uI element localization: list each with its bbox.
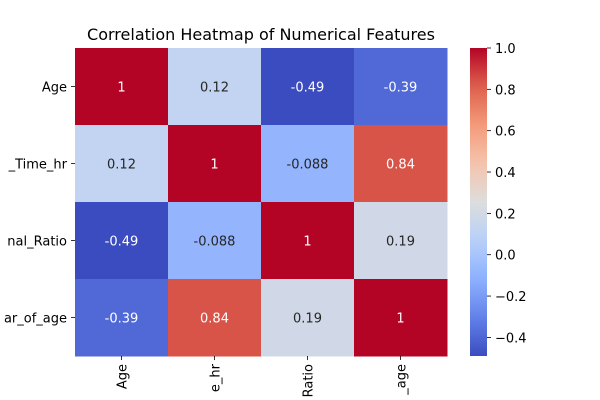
x-tick-label: e_hr	[209, 363, 224, 392]
heatmap-cell	[261, 279, 355, 357]
heatmap-cell	[75, 125, 169, 203]
cell-annotation: -0.49	[291, 81, 325, 96]
cell-annotation: 0.12	[107, 158, 136, 173]
y-tick-label: _Time_hr	[8, 158, 68, 173]
cell-annotation: -0.49	[105, 235, 139, 250]
cell-annotation: 1	[303, 235, 311, 250]
y-tick-label: ar_of_age	[4, 312, 67, 327]
cell-annotation: -0.39	[384, 81, 418, 96]
y-axis-labels: Age _Time_hr nal_Ratio ar_of_age	[4, 81, 75, 327]
heatmap-cell	[354, 202, 448, 280]
heatmap-cell	[261, 125, 355, 203]
colorbar: −0.4 −0.2 0.0 0.2 0.4 0.6 0.8 1.0	[470, 42, 527, 356]
colorbar-tick-label: 0.0	[495, 249, 516, 264]
heatmap-cell	[261, 48, 355, 126]
cell-annotation: 1	[117, 81, 125, 96]
heatmap-cell	[354, 48, 448, 126]
x-tick-label: Ratio	[302, 364, 317, 397]
cell-annotation: 0.12	[200, 81, 229, 96]
heatmap-cell	[168, 279, 262, 357]
chart-title: Correlation Heatmap of Numerical Feature…	[87, 25, 435, 44]
x-tick-label: _age	[395, 364, 410, 396]
heatmap-cell	[261, 202, 355, 280]
y-tick-label: Age	[42, 81, 67, 96]
cell-annotation: 1	[396, 312, 404, 327]
heatmap-cell	[75, 48, 169, 126]
cell-annotation: -0.088	[287, 158, 329, 173]
heatmap-cell	[168, 48, 262, 126]
heatmap-cell	[168, 125, 262, 203]
cell-annotation: -0.088	[194, 235, 236, 250]
heatmap-cell	[354, 279, 448, 357]
colorbar-tick-label: 0.2	[495, 207, 516, 222]
cell-annotation: 0.19	[386, 235, 415, 250]
colorbar-tick-label: 0.8	[495, 83, 516, 98]
x-tick-label: Age	[116, 364, 131, 389]
heatmap-cell	[75, 279, 169, 357]
colorbar-tick-label: 0.4	[495, 166, 516, 181]
cell-annotation: 0.84	[200, 312, 229, 327]
heatmap-cell	[354, 125, 448, 203]
colorbar-gradient	[470, 48, 487, 356]
cell-annotation: 0.84	[386, 158, 415, 173]
y-tick-label: nal_Ratio	[7, 235, 67, 250]
heatmap-cell	[75, 202, 169, 280]
cell-annotation: -0.39	[105, 312, 139, 327]
colorbar-tick-label: −0.2	[495, 290, 527, 305]
x-axis-labels: Age e_hr Ratio _age	[116, 356, 410, 397]
cell-annotation: 0.19	[293, 312, 322, 327]
heatmap-cell	[168, 202, 262, 280]
colorbar-tick-label: 1.0	[495, 42, 516, 57]
cell-annotations: 1 0.12 -0.49 -0.39 0.12 1 -0.088 0.84 -0.49 -0.08…	[105, 81, 418, 327]
heatmap-cells	[75, 48, 448, 357]
cell-annotation: 1	[210, 158, 218, 173]
colorbar-tick-label: −0.4	[495, 331, 527, 346]
colorbar-tick-label: 0.6	[495, 125, 516, 140]
